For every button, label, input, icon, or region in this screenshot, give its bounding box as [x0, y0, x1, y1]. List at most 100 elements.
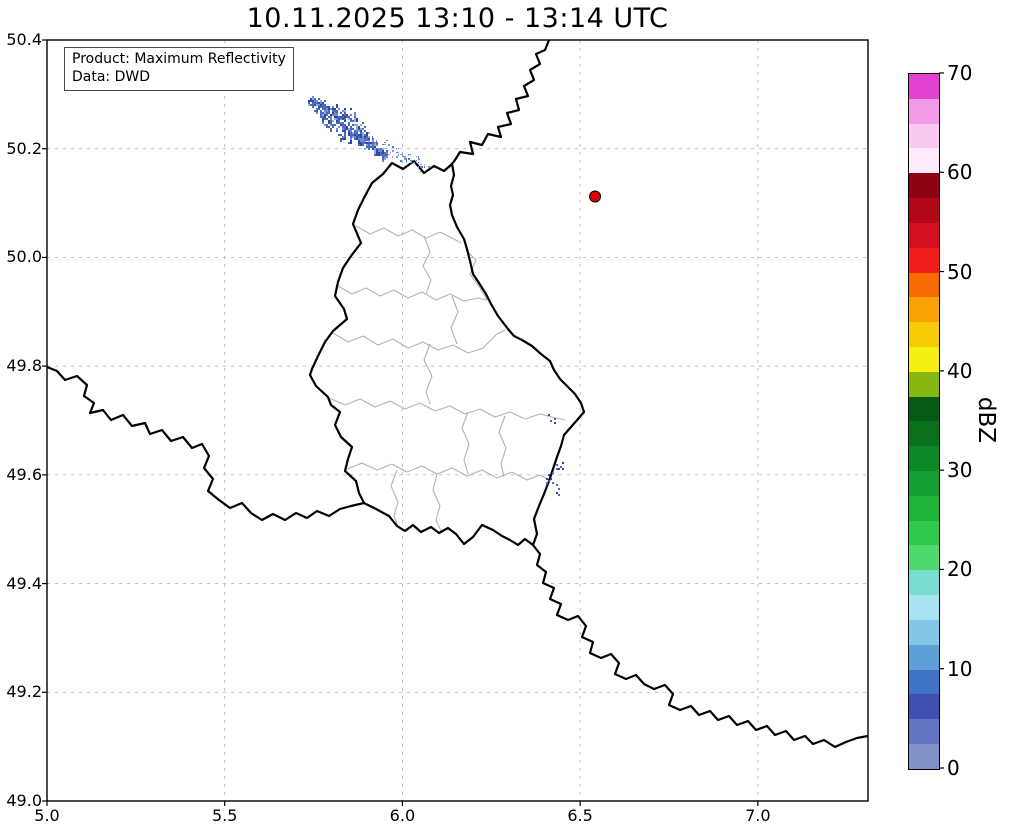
radar-echo-cell [552, 482, 554, 484]
radar-echoes [308, 96, 564, 496]
radar-echo-cell [386, 152, 388, 154]
radar-echo-cell [320, 102, 322, 104]
radar-echo-cell [344, 124, 346, 126]
radar-echo-cell [366, 136, 367, 138]
radar-echo-cell [368, 132, 370, 134]
radar-echo-cell [358, 126, 360, 130]
radar-echo-cell [374, 146, 376, 148]
radar-echo-cell [372, 140, 374, 142]
radar-echo-cell [428, 166, 430, 168]
radar-echo-cell [334, 124, 336, 126]
radar-echo-cell [552, 472, 554, 474]
radar-echo-cell [342, 138, 344, 140]
radar-echo-cell [386, 154, 388, 156]
radar-echo-cell [384, 156, 386, 158]
radar-echo-cell [408, 154, 409, 156]
radar-echo-cell [388, 144, 390, 146]
radar-echo-cell [380, 150, 382, 152]
radar-echo-cell [344, 126, 346, 130]
radar-echo-cell [350, 134, 352, 138]
radar-echo-cell [334, 108, 336, 110]
radar-echo-cell [388, 154, 390, 155]
radar-echo-cell [350, 140, 352, 144]
canton-border-line [355, 225, 462, 244]
radar-echo-cell [338, 116, 340, 118]
radar-echo-cell [340, 122, 342, 124]
radar-echo-cell [334, 116, 336, 118]
radar-echo-cell [350, 114, 352, 116]
radar-echo-cell [546, 482, 548, 484]
radar-echo-cell [344, 118, 346, 120]
radar-echo-cell [332, 120, 334, 122]
radar-echo-cell [402, 152, 403, 154]
radar-echo-cell [360, 142, 362, 144]
radar-echo-cell [560, 466, 562, 468]
radar-echo-cell [382, 154, 384, 158]
radar-echo-cell [562, 468, 564, 470]
radar-echo-cell [320, 100, 322, 102]
radar-echo-cell [330, 124, 332, 126]
radar-echo-cell [354, 134, 356, 136]
radar-echo-cell [368, 142, 370, 143]
radar-echo-cell [380, 154, 382, 156]
canton-border-line [432, 473, 442, 532]
x-tick-label: 6.5 [567, 806, 593, 825]
radar-echo-cell [356, 124, 358, 128]
y-tick-label: 49.2 [6, 682, 42, 702]
radar-echo-cell [402, 154, 403, 156]
radar-echo-cell [308, 102, 310, 104]
radar-echo-cell [314, 98, 316, 100]
radar-echo-cell [336, 130, 338, 132]
colorbar-segment [909, 222, 939, 248]
radar-echo-cell [328, 106, 330, 108]
radar-echo-cell [336, 104, 338, 108]
radar-echo-cell [372, 148, 374, 150]
radar-echo-cell [320, 114, 322, 118]
radar-echo-cell [384, 144, 386, 145]
radar-echo-cell [400, 154, 402, 155]
radar-echo-cell [338, 134, 340, 136]
radar-echo-cell [376, 154, 378, 156]
x-tick-label: 6.0 [389, 806, 416, 825]
y-tick-label: 50.4 [6, 30, 42, 49]
radar-echo-cell [320, 110, 322, 114]
radar-echo-cell [356, 130, 358, 132]
radar-echo-cell [350, 132, 352, 134]
radar-echo-cell [420, 170, 421, 171]
x-tick-label: 5.0 [34, 806, 60, 825]
radar-echo-cell [342, 126, 344, 128]
y-tick-label: 49.8 [6, 356, 42, 376]
radar-echo-cell [334, 118, 336, 120]
radar-echo-cell [380, 148, 381, 150]
colorbar-segment [909, 272, 939, 298]
colorbar-segment [909, 123, 939, 149]
radar-echo-cell [422, 166, 423, 168]
radar-echo-cell [352, 134, 354, 136]
country-borders [47, 40, 868, 749]
radar-echo-cell [358, 134, 360, 136]
colorbar-segment [909, 471, 939, 496]
radar-echo-cell [362, 142, 364, 144]
colorbar-tick-label: 60 [947, 160, 973, 185]
radar-echo-cell [338, 118, 340, 120]
radar-echo-cell [330, 118, 332, 120]
radar-echo-cell [350, 108, 352, 110]
radar-echo-cell [312, 98, 314, 100]
radar-echo-cell [340, 124, 342, 126]
radar-echo-cell [396, 156, 398, 158]
colorbar-segment [909, 545, 939, 571]
radar-echo-cell [340, 116, 342, 118]
colorbar-segment [909, 421, 939, 447]
radar-echo-cell [332, 106, 334, 108]
radar-echo-cell [322, 112, 324, 114]
radar-echo-cell [370, 144, 372, 146]
colorbar-tick-label: 50 [947, 259, 973, 284]
info-box: Product: Maximum Reflectivity Data: DWD [64, 47, 294, 91]
radar-echo-cell [348, 142, 350, 144]
info-product-line: Product: Maximum Reflectivity [72, 51, 286, 67]
radar-echo-cell [322, 120, 324, 122]
colorbar-segment [909, 694, 939, 720]
radar-echo-cell [406, 160, 407, 162]
radar-echo-cell [366, 144, 368, 146]
